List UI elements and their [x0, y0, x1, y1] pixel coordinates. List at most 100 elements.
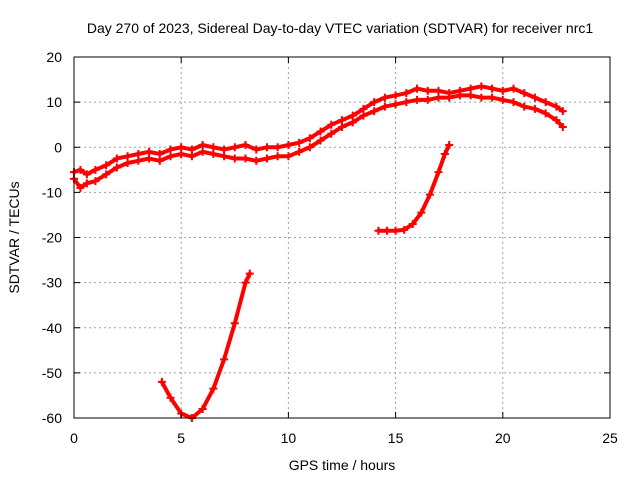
data-point: [134, 150, 143, 159]
data-point: [284, 140, 293, 149]
data-point: [112, 163, 121, 172]
x-tick-label: 10: [281, 430, 297, 446]
data-point: [488, 84, 497, 93]
data-point: [157, 377, 166, 386]
data-point: [530, 93, 539, 102]
data-point: [391, 226, 400, 235]
data-point: [273, 152, 282, 161]
data-point: [166, 152, 175, 161]
grid: [74, 57, 610, 418]
data-point: [241, 278, 250, 287]
data-point: [434, 168, 443, 177]
data-point: [498, 95, 507, 104]
data-point: [198, 147, 207, 156]
y-tick-label: -50: [42, 365, 62, 381]
data-point: [252, 156, 261, 165]
data-point: [91, 165, 100, 174]
data-point: [82, 179, 91, 188]
data-point: [338, 122, 346, 131]
series-layer: [70, 82, 567, 422]
data-point: [123, 159, 132, 168]
data-point: [413, 84, 422, 93]
y-tick-label: -30: [42, 275, 62, 291]
data-point: [466, 84, 475, 93]
data-point: [327, 129, 336, 138]
y-tick-label: -10: [42, 184, 62, 200]
data-point: [413, 95, 422, 104]
data-point: [552, 102, 561, 111]
x-tick-label: 0: [70, 430, 78, 446]
y-tick-label: 0: [54, 139, 62, 155]
data-point: [102, 170, 111, 179]
data-point: [477, 82, 486, 91]
data-point: [252, 145, 261, 154]
data-point: [91, 177, 100, 186]
data-point: [408, 219, 417, 228]
data-point: [417, 208, 426, 217]
data-point: [123, 152, 132, 161]
data-point: [348, 111, 357, 120]
series-arc-6h: [159, 271, 252, 420]
data-point: [455, 91, 464, 100]
data-point: [82, 170, 91, 179]
data-point: [209, 143, 218, 152]
data-point: [220, 152, 229, 161]
data-point: [230, 319, 239, 328]
data-point: [445, 93, 454, 102]
y-tick-label: 20: [46, 49, 62, 65]
data-point: [166, 145, 175, 154]
data-point: [402, 98, 411, 107]
data-point: [391, 91, 400, 100]
data-point: [402, 89, 411, 98]
data-point: [434, 86, 443, 95]
data-point: [380, 102, 389, 111]
data-point: [145, 154, 154, 163]
data-point: [423, 86, 432, 95]
data-point: [245, 269, 254, 278]
data-point: [509, 98, 518, 107]
data-point: [541, 109, 550, 118]
data-point: [198, 140, 207, 149]
data-point: [76, 165, 85, 174]
data-point: [488, 93, 497, 102]
data-point: [440, 150, 449, 159]
x-tick-label: 25: [602, 430, 618, 446]
data-point: [305, 134, 314, 143]
data-point: [541, 98, 550, 107]
data-point: [530, 104, 539, 113]
data-point: [520, 102, 529, 111]
x-tick-label: 5: [177, 430, 185, 446]
data-point: [112, 154, 121, 163]
x-tick-label: 20: [495, 430, 511, 446]
data-point: [295, 147, 304, 156]
series-arc-16h: [376, 143, 452, 233]
data-point: [187, 145, 196, 154]
data-point: [425, 190, 434, 199]
data-point: [348, 118, 357, 127]
ticks: 0 5 10 15 20 25 -60 -50 -40 -30 -20 -10 0 10 20: [42, 49, 618, 446]
data-point: [102, 161, 111, 170]
data-point: [305, 143, 314, 152]
data-point: [209, 150, 218, 159]
data-point: [558, 122, 567, 131]
data-point: [134, 156, 143, 165]
data-point: [220, 355, 229, 364]
data-point: [177, 143, 186, 152]
data-point: [434, 93, 443, 102]
data-point: [155, 150, 164, 159]
data-point: [187, 152, 196, 161]
data-point: [498, 86, 507, 95]
data-point: [262, 154, 271, 163]
x-axis-label: GPS time / hours: [289, 457, 396, 473]
data-point: [327, 120, 336, 129]
data-point: [383, 226, 392, 235]
data-point: [241, 154, 250, 163]
data-point: [359, 104, 368, 113]
data-point: [520, 89, 529, 98]
chart-title: Day 270 of 2023, Sidereal Day-to-day VTE…: [87, 20, 593, 36]
y-axis-label: SDTVAR / TECUs: [6, 181, 22, 293]
data-point: [295, 138, 304, 147]
data-point: [220, 145, 229, 154]
data-point: [155, 156, 164, 165]
